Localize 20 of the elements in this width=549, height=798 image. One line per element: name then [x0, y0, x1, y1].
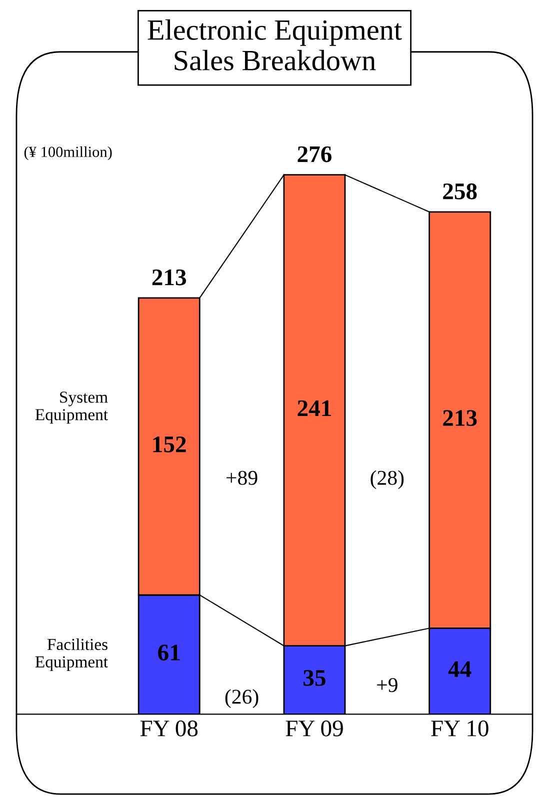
data-label: 44 [448, 661, 472, 677]
series-label: System Equipment [35, 392, 108, 424]
data-label: 61 [158, 644, 180, 661]
x-tick-label: FY 10 [431, 720, 488, 736]
text: (¥ 100million) [24, 146, 112, 160]
annotation: (26) [225, 689, 258, 708]
x-tick-label: FY 08 [140, 720, 198, 736]
chart-title: Electronic Equipment Sales Breakdown [148, 19, 402, 70]
annotation: +9 [377, 678, 398, 692]
series-label: Facilities Equipment [35, 638, 108, 671]
annotation: (28) [370, 470, 404, 490]
total-label: 213 [152, 269, 186, 286]
x-tick-label: FY 09 [286, 720, 343, 736]
data-label: 241 [298, 400, 331, 416]
total-label: 258 [443, 183, 477, 200]
data-label: 35 [304, 670, 326, 686]
data-label: 152 [153, 436, 186, 452]
annotation: +89 [226, 470, 258, 485]
data-label: 213 [443, 410, 477, 426]
total-label: 276 [298, 146, 332, 162]
